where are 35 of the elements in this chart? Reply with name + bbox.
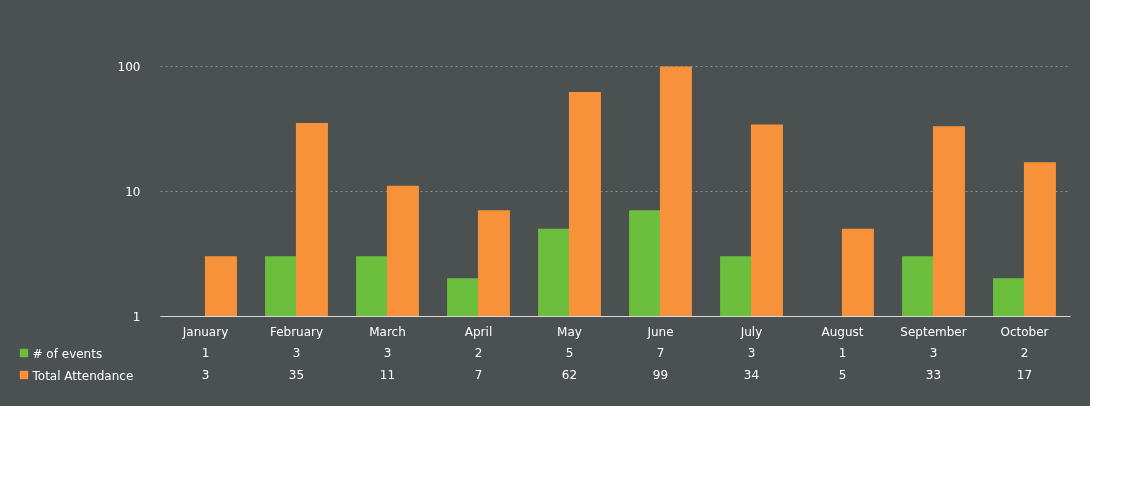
data-label: 35: [288, 368, 305, 382]
x-tick-label: February: [269, 325, 324, 339]
legend-label: # of events: [32, 346, 103, 361]
x-tick-label: May: [557, 325, 582, 339]
x-tick-label: January: [181, 325, 229, 339]
data-label: 62: [561, 368, 578, 382]
x-tick-label: September: [900, 325, 967, 339]
x-tick-label: October: [1000, 325, 1049, 339]
data-label: 3: [383, 346, 392, 360]
x-tick-label: July: [739, 325, 763, 339]
x-tick-label: August: [821, 325, 864, 339]
data-label: 3: [747, 346, 756, 360]
data-label: 1: [201, 346, 210, 360]
data-label: 33: [925, 368, 942, 382]
legend-label: Total Attendance: [31, 368, 134, 383]
y-tick-label: 100: [117, 59, 141, 74]
data-label: 5: [565, 346, 574, 360]
data-label: 3: [201, 368, 210, 382]
y-tick-label: 1: [132, 309, 141, 324]
data-label: 2: [1020, 346, 1029, 360]
data-label: 99: [652, 368, 669, 382]
data-label: 5: [838, 368, 847, 382]
data-label: 1: [838, 346, 847, 360]
data-label: 3: [292, 346, 301, 360]
data-label: 11: [379, 368, 396, 382]
x-tick-label: March: [369, 325, 406, 339]
y-tick-label: 10: [125, 184, 141, 199]
data-label: 3: [929, 346, 938, 360]
data-label: 17: [1016, 368, 1033, 382]
data-label: 7: [656, 346, 665, 360]
x-tick-label: June: [646, 325, 674, 339]
x-tick-label: April: [464, 325, 493, 339]
data-label: 34: [743, 368, 760, 382]
data-label: 7: [474, 368, 483, 382]
data-label: 2: [474, 346, 483, 360]
